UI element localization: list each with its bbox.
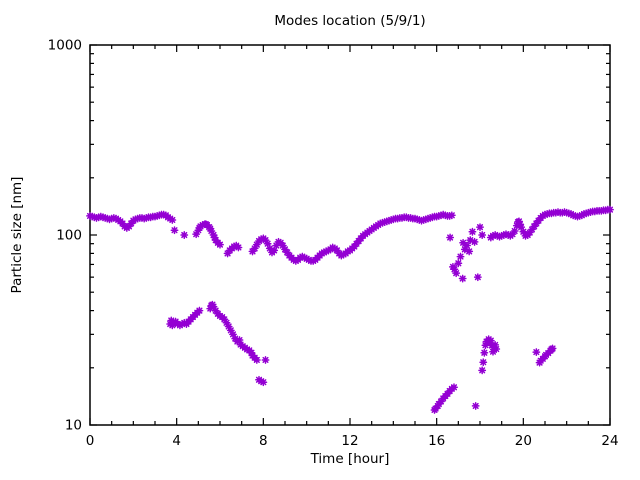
x-axis-label: Time [hour] (310, 451, 390, 467)
y-axis-ticks (90, 44, 610, 426)
data-points (86, 205, 614, 414)
y-axis-label: Particle size [nm] (9, 176, 25, 294)
svg-text:10: 10 (65, 418, 82, 434)
svg-text:12: 12 (341, 433, 358, 449)
svg-text:8: 8 (259, 433, 268, 449)
chart-title: Modes location (5/9/1) (274, 13, 426, 29)
y-tick-labels: 10 100 1000 (48, 38, 82, 434)
svg-text:1000: 1000 (48, 38, 82, 54)
svg-text:24: 24 (601, 433, 618, 449)
svg-text:16: 16 (428, 433, 445, 449)
svg-text:20: 20 (515, 433, 532, 449)
x-tick-labels: 0 4 8 12 16 20 24 (86, 433, 619, 449)
svg-text:0: 0 (86, 433, 95, 449)
svg-text:4: 4 (172, 433, 181, 449)
svg-text:100: 100 (56, 228, 82, 244)
x-axis-ticks (89, 45, 611, 425)
